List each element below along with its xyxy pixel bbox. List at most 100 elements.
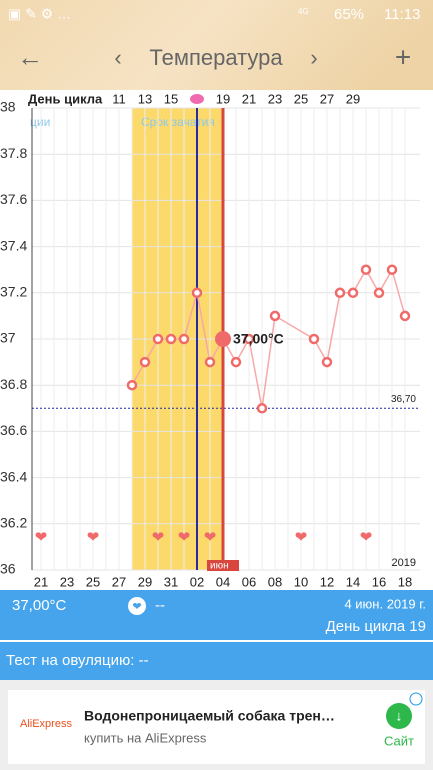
x-tick-label: 04 (216, 574, 230, 589)
cycle-label: 19 (216, 91, 230, 106)
point (308, 333, 320, 345)
point (165, 333, 177, 345)
cycle-label: 11 (112, 91, 126, 106)
heart: ❤ (178, 529, 191, 546)
point (256, 403, 268, 414)
battery: 65% (334, 6, 364, 23)
month-box (207, 560, 239, 571)
point (321, 356, 333, 368)
info-mark: -- (155, 597, 165, 614)
selected-label: 37,00°C (233, 331, 284, 347)
ad-card[interactable] (8, 690, 425, 764)
heart: ❤ (35, 529, 48, 546)
ad-info[interactable] (409, 692, 423, 706)
x-tick-label: 23 (60, 574, 74, 589)
series-segment (261, 315, 276, 409)
header-bg (0, 0, 433, 90)
cycle-label: 23 (268, 91, 282, 106)
point (126, 379, 138, 391)
ad-download-icon (386, 703, 412, 729)
x-tick-label: 25 (86, 574, 100, 589)
network: 4G (298, 7, 309, 16)
y-tick-label: 36 (0, 561, 16, 577)
point (178, 333, 190, 345)
point (360, 264, 372, 275)
series-segment (196, 292, 211, 363)
month-label: июн (210, 561, 229, 572)
x-tick-label: 21 (34, 574, 48, 589)
y-tick-label: 37 (0, 330, 16, 346)
x-tick-label: 29 (138, 574, 152, 589)
point (243, 333, 255, 345)
ovulation-icon (190, 94, 204, 104)
cycle-axis-title: День цикла (28, 91, 103, 106)
point (230, 356, 242, 368)
test-bar[interactable] (0, 642, 433, 680)
fertile-label: Срок зачатия (141, 115, 215, 129)
x-tick-label: 18 (398, 574, 412, 589)
prev-button[interactable]: ‹ (114, 45, 121, 70)
selected-point (215, 331, 231, 347)
cycle-label: 29 (346, 91, 360, 106)
x-tick-label: 02 (190, 574, 204, 589)
point (139, 356, 151, 368)
add-button[interactable]: + (395, 41, 411, 72)
y-tick-label: 36.8 (0, 376, 27, 392)
cycle-label: 15 (164, 91, 178, 106)
series-segment (274, 315, 315, 340)
time: 11:13 (384, 6, 420, 23)
series-segment (326, 292, 341, 363)
point (334, 287, 346, 299)
y-tick-label: 37.4 (0, 237, 27, 253)
x-tick-label: 16 (372, 574, 386, 589)
info-cycle-day: День цикла 19 (326, 618, 426, 635)
heart: ❤ (152, 529, 165, 546)
status-icons: ▣ ✎ ⚙ … (8, 6, 71, 22)
heart: ❤ (295, 529, 308, 546)
cycle-label: 27 (320, 91, 334, 106)
series-segment (391, 269, 406, 317)
year-label: 2019 (392, 557, 416, 569)
ad-arrow: ↓ (396, 708, 403, 724)
heart: ❤ (360, 529, 373, 546)
ovulation-label: ции (30, 115, 50, 129)
back-button[interactable]: ← (17, 42, 43, 72)
cycle-label: 25 (294, 91, 308, 106)
x-tick-label: 14 (346, 574, 360, 589)
test-label: Тест на овуляцию: -- (6, 652, 149, 669)
y-tick-label: 38 (0, 99, 16, 115)
x-tick-label: 10 (294, 574, 308, 589)
cycle-label: 21 (242, 91, 256, 106)
point (152, 333, 164, 345)
next-button[interactable]: › (310, 45, 317, 70)
info-date: 4 июн. 2019 г. (344, 596, 426, 611)
ad-brand: AliExpress (20, 718, 72, 730)
point (204, 356, 216, 368)
info-temp: 37,00°C (12, 597, 67, 614)
y-tick-label: 36.2 (0, 515, 27, 531)
y-tick-label: 37.2 (0, 284, 27, 300)
y-tick-label: 37.8 (0, 145, 27, 161)
y-tick-label: 36.6 (0, 422, 27, 438)
x-tick-label: 06 (242, 574, 256, 589)
cycle-label: 13 (138, 91, 152, 106)
ad-subtitle: купить на AliExpress (84, 730, 207, 745)
heart: ❤ (87, 529, 100, 546)
ad-action[interactable]: Сайт (384, 733, 414, 748)
heart-button[interactable] (128, 597, 146, 615)
y-tick-label: 36.4 (0, 468, 27, 484)
y-tick-label: 37.6 (0, 191, 27, 207)
heart: ❤ (204, 529, 217, 546)
x-tick-label: 12 (320, 574, 334, 589)
chart: Срок зачатия ции 36 36.2 36.4 36.6 36.8 37 37.2 3… (0, 91, 420, 589)
x-tick-label: 27 (112, 574, 126, 589)
point (373, 287, 385, 299)
header-title: Температура (149, 45, 283, 70)
x-tick-label: 08 (268, 574, 282, 589)
ad-title: Водонепроницаемый собака трен… (84, 708, 335, 724)
info-bar (0, 590, 433, 640)
point (347, 287, 359, 299)
point (191, 287, 203, 299)
